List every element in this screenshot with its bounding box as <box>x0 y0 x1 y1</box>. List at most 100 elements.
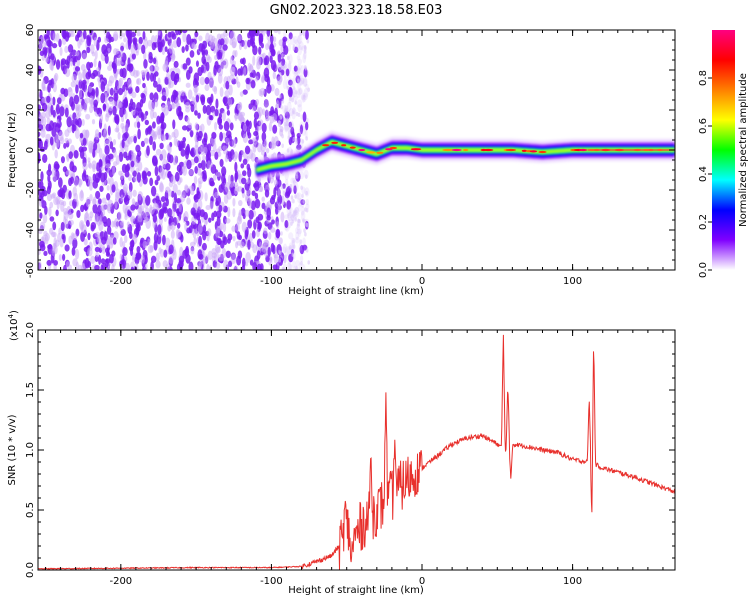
spectrogram-noise-blob <box>199 76 206 86</box>
spectrogram-noise-blob <box>294 100 298 105</box>
spectrogram-noise-blob <box>178 201 182 213</box>
spectrogram-noise-blob <box>112 62 117 74</box>
spectrogram-noise-blob <box>130 44 136 55</box>
spectrogram-noise-blob <box>39 212 43 219</box>
spectrogram-noise-blob <box>92 163 96 173</box>
spectrogram-noise-blob <box>71 246 76 257</box>
spectrogram-noise-blob <box>262 52 266 59</box>
spectrogram-noise-blob <box>281 200 285 205</box>
spectrogram-noise-blob <box>216 216 221 227</box>
spectrogram-signal-hotspot <box>578 148 588 152</box>
spectrogram-noise-blob <box>248 209 254 220</box>
spectrogram-noise-blob <box>111 165 116 176</box>
spectrogram-noise-blob <box>55 132 60 143</box>
colorbar: 0.0 0.2 0.4 0.6 0.8 Normalized spectral ampl… <box>698 30 749 278</box>
spectrogram-noise-blob <box>230 253 237 265</box>
spectrogram-noise-blob <box>122 132 128 142</box>
spectrogram-noise-blob <box>240 66 244 76</box>
spectrogram-noise-blob <box>291 108 297 115</box>
spectrogram-noise-blob <box>302 92 308 101</box>
spectrogram-noise-blob <box>93 58 97 68</box>
spectrogram-x-label: Height of straight line (km) <box>288 286 424 297</box>
spectrogram-noise-blob <box>277 194 283 205</box>
spectrogram-noise-blob <box>303 49 307 54</box>
spectrogram-noise-blob <box>247 219 253 229</box>
spectrogram-noise-blob <box>222 145 228 151</box>
spectrogram-noise-blob <box>237 186 243 192</box>
spectrogram-noise-blob <box>245 251 251 263</box>
spectrogram-noise-blob <box>260 150 266 156</box>
spectrogram-noise-blob <box>257 221 262 230</box>
spectrogram-noise-blob <box>101 197 107 204</box>
spectrogram-noise-blob <box>180 194 186 203</box>
spectrogram-noise-blob <box>113 92 119 102</box>
spectrogram-noise-blob <box>176 222 181 229</box>
spectrogram-noise-blob <box>49 201 54 209</box>
spectrogram-noise-blob <box>233 187 238 195</box>
spectrogram-noise-blob <box>137 128 141 140</box>
spectrogram-noise-blob <box>242 57 246 66</box>
spectrogram-noise-blob <box>59 237 64 248</box>
spectrogram-signal-hotspot <box>376 151 384 154</box>
spectrogram-noise-blob <box>161 95 167 102</box>
spectrogram-noise-blob <box>173 155 178 166</box>
spectrogram-noise-blob <box>296 63 302 71</box>
spectrogram-noise-blob <box>90 221 97 230</box>
spectrogram-noise-blob <box>71 73 77 83</box>
spectrogram-noise-blob <box>289 87 293 98</box>
spectrogram-noise-blob <box>225 250 231 259</box>
spectrogram-noise-blob <box>220 63 225 70</box>
spectrogram-noise-blob <box>140 69 146 76</box>
spectrogram-noise-blob <box>75 106 80 115</box>
spectrogram-noise-blob <box>201 259 207 265</box>
spectrogram-noise-blob <box>207 228 212 237</box>
spectrogram-noise-blob <box>118 102 123 109</box>
spectrogram-noise-blob <box>92 196 97 205</box>
spectrogram-noise-blob <box>133 121 138 128</box>
spectrogram-noise-blob <box>305 136 308 141</box>
spectrogram-noise-blob <box>72 57 76 67</box>
spectrogram-noise-blob <box>71 165 77 173</box>
colorbar-tick-label: 0.0 <box>698 262 709 278</box>
spectrogram-noise-blob <box>285 183 290 192</box>
spectrogram-signal-hotspot <box>358 148 366 152</box>
snr-x-tick-label: -200 <box>109 576 132 587</box>
spectrogram-noise-blob <box>258 46 262 55</box>
spectrogram-noise-blob <box>176 208 180 217</box>
spectrogram-noise-blob <box>176 189 182 196</box>
spectrogram-noise-blob <box>228 151 232 158</box>
spectrogram-noise-blob <box>193 156 199 164</box>
spectrogram-x-tick-label: 0 <box>419 276 425 287</box>
spectrogram-noise-blob <box>44 232 50 242</box>
spectrogram-noise-blob <box>53 259 58 266</box>
spectrogram-noise-blob <box>83 169 87 178</box>
spectrogram-noise-blob <box>38 104 42 111</box>
spectrogram-noise-blob <box>100 264 104 270</box>
spectrogram-noise-blob <box>241 257 246 268</box>
spectrogram-noise-blob <box>38 131 41 138</box>
spectrogram-noise-blob <box>305 30 309 40</box>
spectrogram-noise-blob <box>119 50 124 58</box>
spectrogram-noise-blob <box>229 66 236 76</box>
spectrogram-noise-blob <box>201 50 206 57</box>
spectrogram-noise-blob <box>42 116 47 127</box>
spectrogram-noise-blob <box>149 64 153 76</box>
spectrogram-noise-blob <box>142 211 147 219</box>
spectrogram-noise-blob <box>171 208 175 219</box>
spectrogram-noise-blob <box>119 253 123 261</box>
spectrogram-noise-blob <box>48 41 53 47</box>
spectrogram-noise-blob <box>298 41 304 51</box>
spectrogram-noise-blob <box>40 171 44 182</box>
spectrogram-noise-blob <box>289 183 293 189</box>
spectrogram-noise-blob <box>156 125 162 136</box>
spectrogram-noise-blob <box>125 262 130 270</box>
spectrogram-noise-blob <box>296 192 302 200</box>
spectrogram-noise-blob <box>154 98 159 108</box>
spectrogram-noise-blob <box>296 34 303 45</box>
spectrogram-noise-blob <box>283 109 288 116</box>
spectrogram-noise-blob <box>194 31 199 38</box>
spectrogram-noise-blob <box>226 190 232 200</box>
spectrogram-noise-blob <box>46 95 51 103</box>
spectrogram-noise-blob <box>293 209 299 218</box>
snr-multiplier-base: (x10 <box>9 318 20 341</box>
